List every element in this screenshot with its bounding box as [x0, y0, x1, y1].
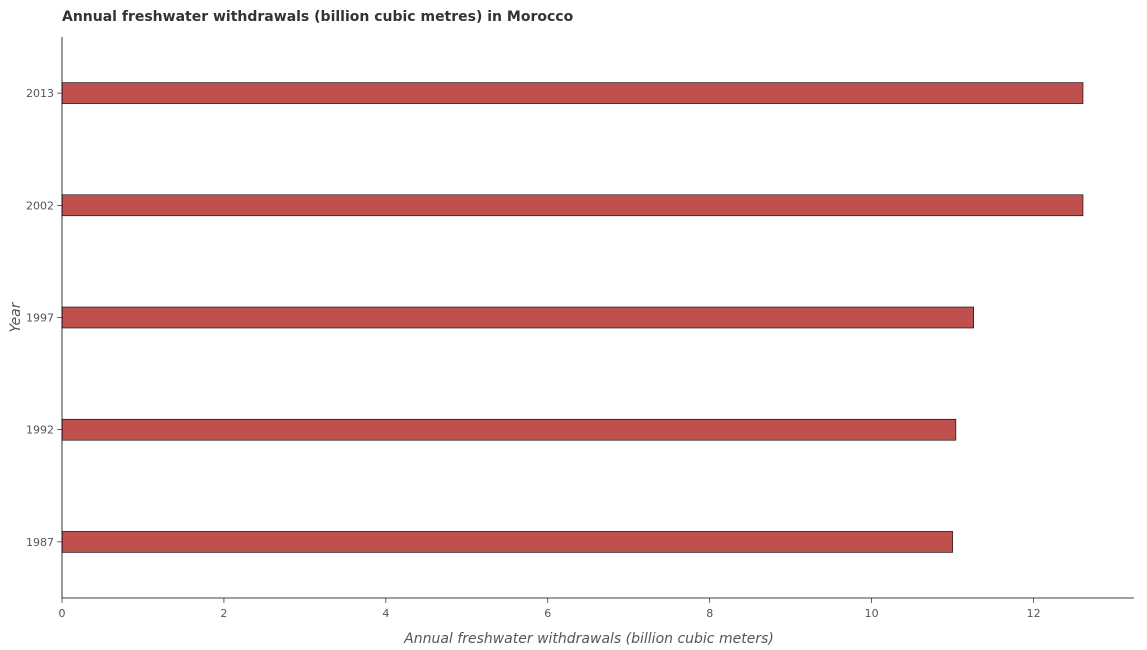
x-tick-label: 8 [706, 607, 713, 620]
y-tick-label: 1997 [26, 312, 54, 325]
y-tick-label: 1987 [26, 536, 54, 549]
x-tick-label: 6 [544, 607, 551, 620]
x-tick-label: 10 [865, 607, 879, 620]
bar-1992 [61, 418, 957, 441]
bar-1987 [61, 531, 953, 553]
y-axis-title: Year [8, 301, 24, 332]
y-tick-label: 1992 [26, 424, 54, 437]
y-tick-label: 2002 [26, 199, 54, 212]
y-tick-label: 2013 [26, 87, 54, 100]
x-tick-label: 4 [382, 607, 389, 620]
bar-2002 [61, 194, 1084, 217]
chart-title: Annual freshwater withdrawals (billion c… [62, 9, 574, 25]
x-tick-label: 12 [1027, 607, 1041, 620]
bar-2013 [61, 82, 1084, 104]
x-axis-title: Annual freshwater withdrawals (billion c… [403, 631, 774, 647]
bar-1997 [61, 306, 974, 329]
x-tick-label: 0 [59, 607, 66, 620]
x-tick-label: 2 [220, 607, 227, 620]
